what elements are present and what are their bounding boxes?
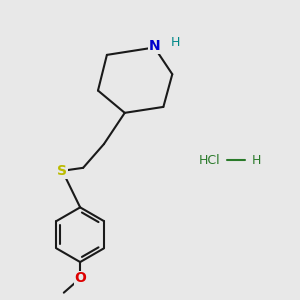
Text: H: H [252, 154, 261, 167]
Text: S: S [57, 164, 67, 178]
Text: N: N [148, 39, 160, 53]
Text: HCl: HCl [199, 154, 221, 167]
Text: O: O [74, 272, 86, 285]
Text: H: H [171, 36, 181, 49]
